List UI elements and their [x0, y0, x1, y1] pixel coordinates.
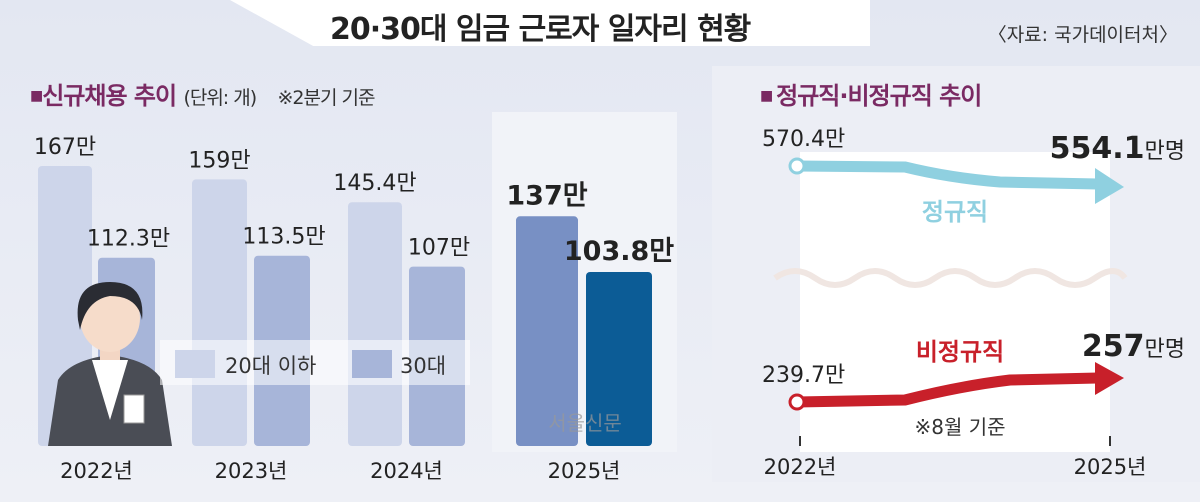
bar-age20-2023년	[192, 179, 247, 446]
bar-value-label: 167만	[34, 135, 96, 160]
nonregular-end-label: 257만명	[1082, 329, 1185, 364]
bar-value-label: 137만	[506, 180, 587, 211]
bar-chart-note: ※2분기 기준	[277, 87, 376, 109]
line-chart-note: ※8월 기준	[914, 415, 1005, 439]
point-regular-2022	[788, 157, 806, 175]
legend-label-age30: 30대	[400, 354, 446, 378]
person-shirt	[92, 360, 128, 420]
bar-value-label: 103.8만	[564, 236, 674, 267]
person-hair	[77, 282, 143, 330]
title-banner	[230, 0, 870, 46]
bar-age30-2025년	[586, 271, 652, 446]
page-title: 20·30대 임금 근로자 일자리 현황	[330, 12, 751, 47]
x-tick-label: 2022년	[60, 459, 133, 483]
x-tick-label: 2022년	[764, 455, 837, 479]
legend-swatch-age30	[352, 350, 392, 378]
bar-chart-heading: ■신규채용 추이 (단위: 개) ※2분기 기준	[30, 76, 376, 111]
x-tick-label: 2025년	[1074, 455, 1147, 479]
point-nonregular-2022	[788, 393, 806, 411]
square-bullet-icon: ■	[760, 88, 777, 104]
nonregular-start-label: 239.7만	[762, 363, 845, 388]
bar-chart-title: 신규채용 추이	[42, 82, 177, 110]
square-bullet-icon: ■	[30, 88, 43, 104]
bar-value-label: 159만	[188, 148, 250, 173]
line-regular	[796, 160, 1099, 190]
legend-label-age20: 20대 이하	[225, 354, 316, 378]
source-note: 〈자료: 국가데이터처〉	[987, 24, 1178, 46]
bar-value-label: 107만	[408, 236, 470, 261]
watermark: 서울신문	[548, 411, 622, 435]
regular-end-label: 554.1만명	[1050, 131, 1185, 166]
arrow-head-nonregular	[1095, 362, 1124, 395]
line-nonregular	[796, 372, 1099, 408]
nonregular-series-label: 비정규직	[916, 338, 1004, 366]
x-tick-label: 2023년	[215, 459, 288, 483]
legend-swatch-age20	[175, 350, 215, 378]
bar-age20-2024년	[348, 202, 402, 446]
bar-value-label: 113.5만	[242, 225, 325, 250]
axis-break-wave	[773, 268, 1128, 288]
bar-chart-unit: (단위: 개)	[183, 87, 257, 109]
bar-age20-2025년	[516, 216, 578, 446]
regular-start-label: 570.4만	[762, 127, 845, 152]
x-tick-label: 2024년	[370, 459, 443, 483]
line-chart-title: 정규직·비정규직 추이	[776, 82, 982, 110]
line-chart-heading: ■ 정규직·비정규직 추이	[760, 76, 982, 111]
arrow-head-regular	[1095, 168, 1124, 204]
bar-value-label: 112.3만	[87, 227, 170, 252]
x-tick-label: 2025년	[548, 459, 621, 483]
id-badge-icon	[123, 394, 145, 424]
bar-value-label: 145.4만	[333, 171, 416, 196]
regular-series-label: 정규직	[922, 198, 988, 226]
line-plot-area	[800, 152, 1110, 452]
